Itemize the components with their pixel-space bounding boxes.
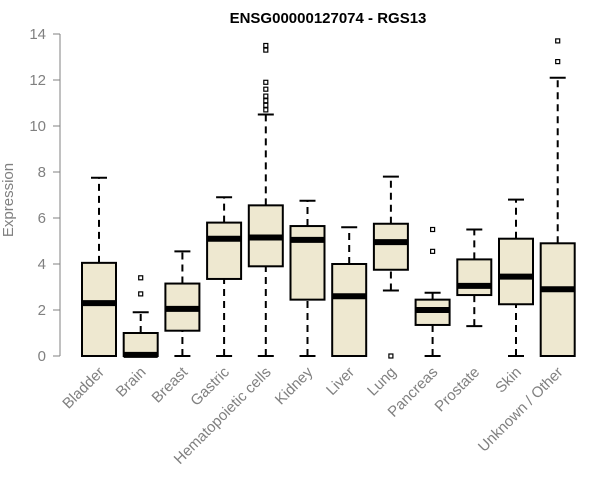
box-5	[289, 199, 326, 357]
box-10-iqr	[498, 237, 534, 306]
box-1-outlier-1	[138, 275, 144, 281]
box-4-outlier-7	[263, 42, 269, 49]
box-11-outlier-0	[555, 58, 561, 65]
box-4-outlier-1	[263, 102, 269, 108]
box-1	[122, 275, 159, 358]
box-8-outlier-1	[430, 226, 436, 233]
x-label-7: Lung	[364, 364, 400, 400]
box-6-iqr	[331, 263, 368, 357]
box-7	[372, 175, 409, 359]
box-10	[498, 198, 534, 357]
box-7-outlier-0	[388, 353, 394, 359]
x-label-9: Prostate	[432, 364, 484, 416]
box-9	[456, 228, 493, 328]
x-label-1: Brain	[113, 364, 150, 401]
box-4-outlier-0	[263, 107, 269, 113]
box-3	[206, 196, 243, 357]
x-label-0: Bladder	[59, 364, 108, 413]
y-tick-label-6: 12	[29, 72, 46, 89]
y-axis-label: Expression	[0, 163, 17, 237]
chart-title: ENSG00000127074 - RGS13	[230, 10, 427, 27]
y-axis: 0 2 4 6 8 10 12 14	[29, 26, 61, 365]
box-4-outlier-2	[263, 98, 269, 104]
box-4-outlier-3	[263, 93, 269, 99]
box-1-outlier-0	[138, 291, 144, 297]
y-tick-label-3: 6	[38, 210, 46, 227]
x-label-2: Breast	[149, 363, 192, 406]
y-tick-label-7: 14	[29, 26, 46, 43]
box-7-iqr	[372, 222, 409, 271]
y-tick-label-5: 10	[29, 118, 46, 135]
box-11	[539, 38, 576, 357]
box-4-outlier-6	[263, 47, 269, 53]
y-tick-label-4: 8	[38, 164, 46, 181]
y-tick-label-0: 0	[38, 348, 46, 365]
box-11-outlier-1	[555, 38, 561, 44]
box-4	[247, 42, 284, 357]
box-2	[164, 250, 201, 357]
box-4-outlier-4	[263, 86, 269, 92]
box-11-iqr	[539, 242, 576, 357]
box-0	[81, 176, 117, 358]
boxes-group	[81, 38, 576, 359]
box-0-iqr	[81, 261, 117, 358]
box-8-outlier-0	[430, 248, 436, 254]
box-8	[414, 226, 451, 357]
box-3-iqr	[206, 221, 243, 280]
box-6	[331, 226, 368, 357]
x-label-6: Liver	[323, 364, 358, 399]
box-4-outlier-5	[263, 79, 269, 85]
x-label-5: Kidney	[272, 363, 317, 408]
x-label-10: Skin	[492, 364, 525, 397]
box-9-iqr	[456, 258, 493, 297]
y-tick-label-1: 2	[38, 302, 46, 319]
y-tick-label-2: 4	[38, 256, 46, 273]
